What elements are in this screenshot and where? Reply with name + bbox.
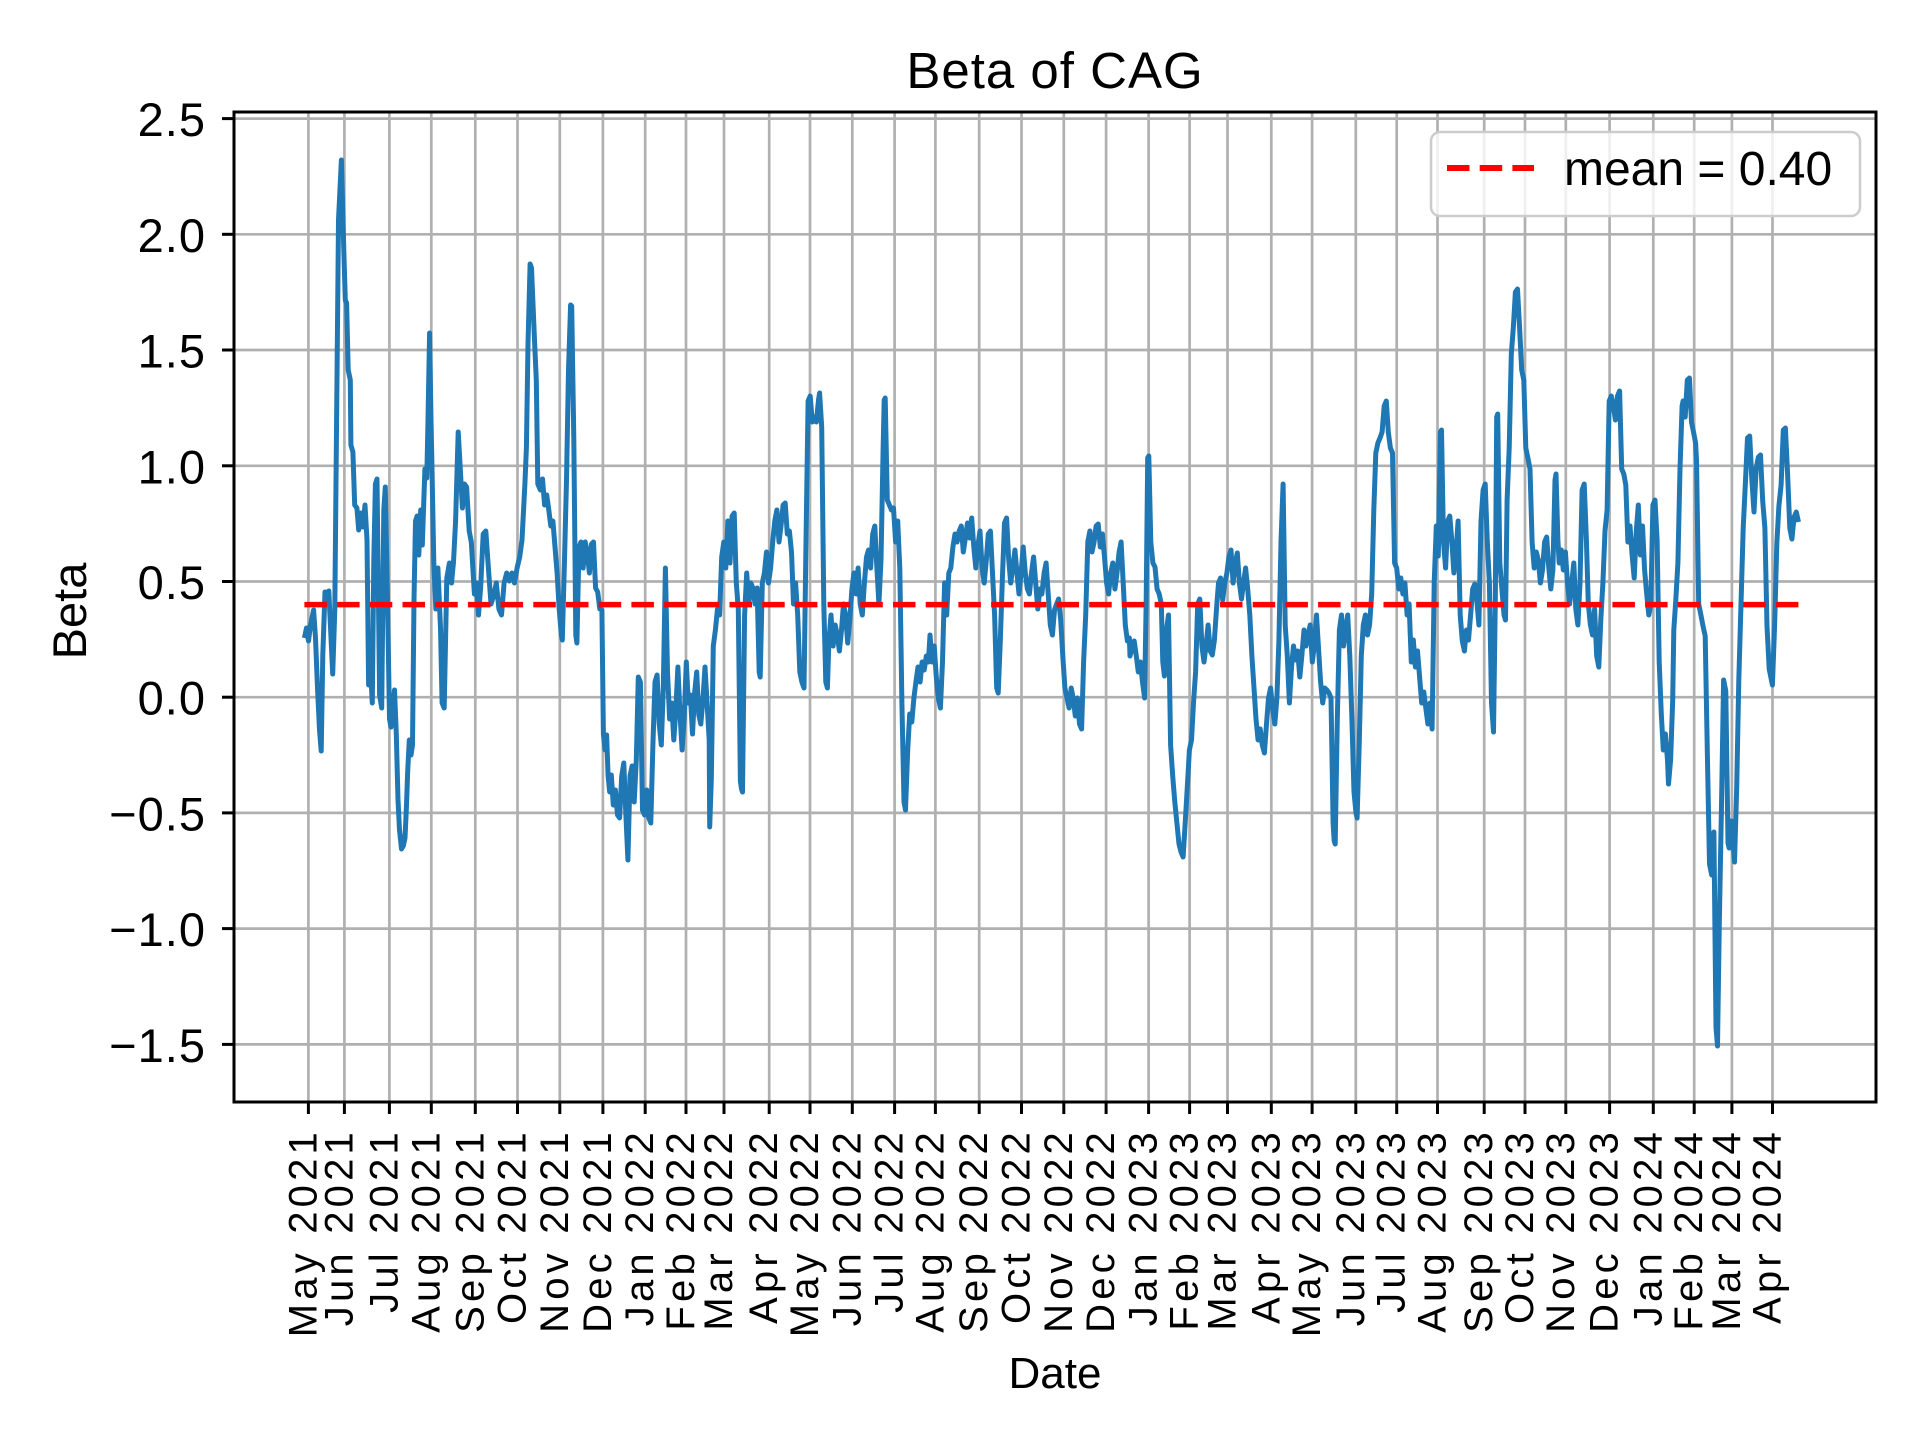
svg-text:mean = 0.40: mean = 0.40 bbox=[1564, 143, 1832, 196]
svg-text:Jul 2023: Jul 2023 bbox=[1370, 1128, 1414, 1313]
svg-text:May 2021: May 2021 bbox=[281, 1128, 325, 1337]
svg-text:Oct 2021: Oct 2021 bbox=[491, 1128, 535, 1324]
svg-text:Jul 2022: Jul 2022 bbox=[868, 1128, 912, 1313]
svg-text:May 2023: May 2023 bbox=[1285, 1128, 1329, 1337]
svg-text:Mar 2022: Mar 2022 bbox=[697, 1128, 741, 1331]
svg-text:Jun 2022: Jun 2022 bbox=[825, 1128, 869, 1326]
svg-text:Date: Date bbox=[1009, 1349, 1102, 1398]
svg-text:Aug 2022: Aug 2022 bbox=[908, 1128, 952, 1333]
svg-text:Jul 2021: Jul 2021 bbox=[362, 1128, 406, 1313]
svg-text:Jan 2024: Jan 2024 bbox=[1626, 1128, 1670, 1326]
svg-text:Beta: Beta bbox=[43, 562, 96, 660]
svg-text:Sep 2023: Sep 2023 bbox=[1457, 1128, 1501, 1333]
svg-text:Oct 2023: Oct 2023 bbox=[1498, 1128, 1542, 1324]
svg-text:−1.0: −1.0 bbox=[109, 903, 206, 956]
svg-text:Nov 2021: Nov 2021 bbox=[533, 1128, 577, 1333]
svg-text:Apr 2022: Apr 2022 bbox=[742, 1128, 786, 1324]
svg-text:Dec 2023: Dec 2023 bbox=[1583, 1128, 1627, 1333]
svg-text:Oct 2022: Oct 2022 bbox=[995, 1128, 1039, 1324]
svg-text:Feb 2024: Feb 2024 bbox=[1667, 1128, 1711, 1331]
svg-text:Sep 2022: Sep 2022 bbox=[952, 1128, 996, 1333]
svg-text:−1.5: −1.5 bbox=[109, 1019, 206, 1072]
svg-text:Nov 2023: Nov 2023 bbox=[1539, 1128, 1583, 1333]
svg-text:Aug 2023: Aug 2023 bbox=[1411, 1128, 1455, 1333]
svg-text:0.0: 0.0 bbox=[138, 672, 206, 725]
svg-text:1.0: 1.0 bbox=[138, 440, 206, 493]
svg-text:2.0: 2.0 bbox=[138, 209, 206, 262]
svg-text:Apr 2023: Apr 2023 bbox=[1244, 1128, 1288, 1324]
svg-text:Mar 2024: Mar 2024 bbox=[1705, 1128, 1749, 1331]
svg-text:Jan 2022: Jan 2022 bbox=[618, 1128, 662, 1326]
svg-text:Apr 2024: Apr 2024 bbox=[1746, 1128, 1790, 1324]
svg-text:Aug 2021: Aug 2021 bbox=[404, 1128, 448, 1333]
svg-text:Dec 2021: Dec 2021 bbox=[576, 1128, 620, 1333]
svg-text:Nov 2022: Nov 2022 bbox=[1037, 1128, 1081, 1333]
svg-text:Mar 2023: Mar 2023 bbox=[1201, 1128, 1245, 1331]
svg-text:−0.5: −0.5 bbox=[109, 787, 206, 840]
svg-text:Feb 2023: Feb 2023 bbox=[1163, 1128, 1207, 1331]
svg-text:Feb 2022: Feb 2022 bbox=[659, 1128, 703, 1331]
svg-text:Jan 2023: Jan 2023 bbox=[1122, 1128, 1166, 1326]
svg-text:Beta of CAG: Beta of CAG bbox=[906, 42, 1203, 99]
svg-text:Jun 2023: Jun 2023 bbox=[1329, 1128, 1373, 1326]
svg-text:Dec 2022: Dec 2022 bbox=[1079, 1128, 1123, 1333]
svg-text:May 2022: May 2022 bbox=[783, 1128, 827, 1337]
svg-text:Jun 2021: Jun 2021 bbox=[317, 1128, 361, 1326]
svg-text:2.5: 2.5 bbox=[138, 93, 206, 146]
svg-text:0.5: 0.5 bbox=[138, 556, 206, 609]
svg-text:Sep 2021: Sep 2021 bbox=[448, 1128, 492, 1333]
svg-text:1.5: 1.5 bbox=[138, 325, 206, 378]
